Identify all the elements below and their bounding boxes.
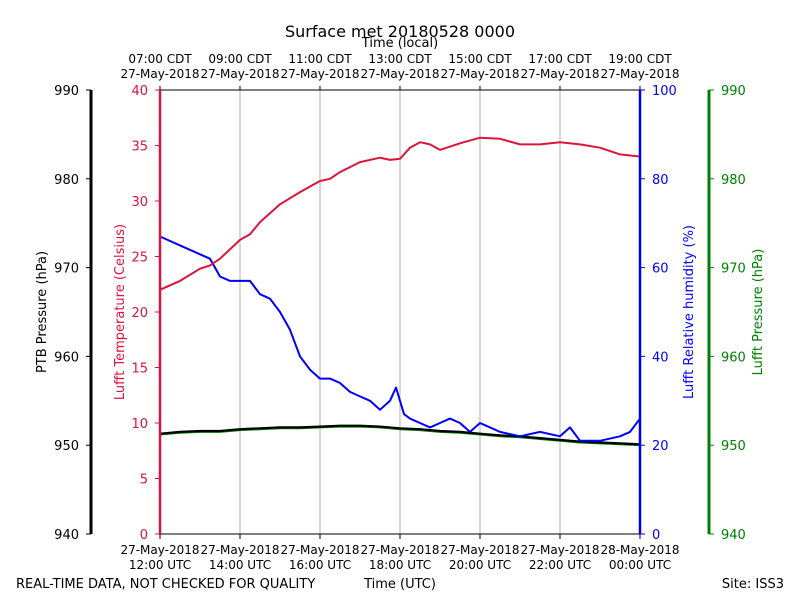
- temperature-tick-label: 25: [131, 251, 148, 266]
- x-tick-time: 14:00 UTC: [209, 558, 271, 572]
- x-axis-label: Time (UTC): [363, 577, 436, 592]
- top-tick-time: 11:00 CDT: [288, 52, 352, 66]
- x-tick-date: 27-May-2018: [200, 543, 279, 557]
- top-tick-time: 07:00 CDT: [128, 52, 192, 66]
- lufft-pressure-axis-label: Lufft Pressure (hPa): [751, 249, 766, 376]
- lufft_pressure-tick-label: 940: [721, 528, 746, 543]
- temperature-tick-label: 20: [131, 306, 148, 321]
- x-tick-time: 22:00 UTC: [529, 558, 591, 572]
- top-tick-time: 17:00 CDT: [528, 52, 592, 66]
- temperature-tick-label: 5: [140, 473, 148, 488]
- x-tick-time: 20:00 UTC: [449, 558, 511, 572]
- x-tick-date: 27-May-2018: [440, 543, 519, 557]
- temperature-tick-label: 0: [140, 528, 148, 543]
- top-tick-date: 27-May-2018: [120, 67, 199, 81]
- lufft-relative-humidity-line: [159, 235, 641, 442]
- top-tick-time: 09:00 CDT: [208, 52, 272, 66]
- temperature-tick-label: 35: [131, 140, 148, 155]
- temperature-tick-label: 30: [131, 195, 148, 210]
- lufft_pressure-tick-label: 990: [721, 84, 746, 99]
- humidity-tick-label: 60: [652, 262, 669, 277]
- x-tick-time: 16:00 UTC: [289, 558, 351, 572]
- temperature-tick-label: 15: [131, 362, 148, 377]
- lufft_pressure-tick-label: 980: [721, 173, 746, 188]
- x-tick-date: 28-May-2018: [600, 543, 679, 557]
- humidity-tick-label: 20: [652, 439, 669, 454]
- ptb_pressure-tick-label: 940: [54, 528, 79, 543]
- top-tick-date: 27-May-2018: [200, 67, 279, 81]
- ptb_pressure-tick-label: 980: [54, 173, 79, 188]
- humidity-tick-label: 40: [652, 350, 669, 365]
- ptb_pressure-tick-label: 960: [54, 350, 79, 365]
- top-tick-time: 19:00 CDT: [608, 52, 672, 66]
- x-tick-date: 27-May-2018: [360, 543, 439, 557]
- ptb_pressure-tick-label: 990: [54, 84, 79, 99]
- humidity-tick-label: 100: [652, 84, 677, 99]
- ptb-pressure-axis-label: PTB Pressure (hPa): [35, 251, 50, 373]
- top-tick-time: 15:00 CDT: [448, 52, 512, 66]
- top-tick-date: 27-May-2018: [440, 67, 519, 81]
- x-tick-time: 12:00 UTC: [129, 558, 191, 572]
- humidity-axis-label: Lufft Relative humidity (%): [682, 225, 697, 399]
- ptb_pressure-tick-label: 970: [54, 262, 79, 277]
- lufft_pressure-tick-label: 950: [721, 439, 746, 454]
- top-axis-label: Time (local): [361, 36, 438, 51]
- top-tick-time: 13:00 CDT: [368, 52, 432, 66]
- top-tick-date: 27-May-2018: [360, 67, 439, 81]
- lufft_pressure-tick-label: 970: [721, 262, 746, 277]
- vertical-gridlines: [239, 90, 561, 534]
- top-tick-date: 27-May-2018: [520, 67, 599, 81]
- x-tick-date: 27-May-2018: [120, 543, 199, 557]
- chart-title: Surface met 20180528 0000: [285, 22, 515, 41]
- temperature-axis-label: Lufft Temperature (Celsius): [113, 224, 128, 400]
- top-tick-date: 27-May-2018: [280, 67, 359, 81]
- x-tick-date: 27-May-2018: [280, 543, 359, 557]
- ptb-pressure-line: [159, 424, 641, 446]
- humidity-tick-label: 0: [652, 528, 660, 543]
- humidity-tick-label: 80: [652, 173, 669, 188]
- lufft_pressure-tick-label: 960: [721, 350, 746, 365]
- ptb_pressure-tick-label: 950: [54, 439, 79, 454]
- quality-disclaimer: REAL-TIME DATA, NOT CHECKED FOR QUALITY: [16, 577, 315, 592]
- x-tick-date: 27-May-2018: [520, 543, 599, 557]
- x-tick-time: 18:00 UTC: [369, 558, 431, 572]
- top-tick-date: 27-May-2018: [600, 67, 679, 81]
- temperature-tick-label: 40: [131, 84, 148, 99]
- lufft-temperature-line: [159, 136, 641, 291]
- data-series: [159, 136, 641, 447]
- temperature-tick-label: 10: [131, 417, 148, 432]
- site-label: Site: ISS3: [722, 577, 784, 592]
- axes: 940 950 960 970 980 990 0 5 10 15 20 25 30 35 40 0 20 40 6…: [54, 84, 746, 543]
- x-tick-time: 00:00 UTC: [609, 558, 671, 572]
